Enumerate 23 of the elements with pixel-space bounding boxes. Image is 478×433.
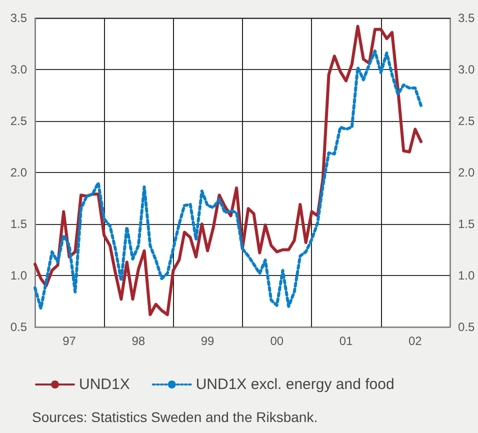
legend-label: UND1X excl. energy and food xyxy=(196,376,394,393)
x-tick-label: 98 xyxy=(132,334,146,348)
y2-tick-label: 2.0 xyxy=(458,166,476,180)
y-tick-label: 1.0 xyxy=(10,268,28,282)
y-tick-label: 2.0 xyxy=(10,166,28,180)
x-tick-label: 00 xyxy=(270,334,284,348)
legend-label: UND1X xyxy=(79,376,130,393)
y2-tick-label: 1.5 xyxy=(458,217,476,231)
x-tick-label: 97 xyxy=(62,334,76,348)
y2-tick-label: 3.5 xyxy=(458,11,476,25)
y2-tick-label: 2.5 xyxy=(458,114,476,128)
y2-tick-label: 0.5 xyxy=(458,320,476,334)
y-tick-label: 1.5 xyxy=(10,217,28,231)
y-tick-label: 2.5 xyxy=(10,114,28,128)
x-tick-label: 01 xyxy=(339,334,354,348)
x-tick-label: 02 xyxy=(408,334,422,348)
source-note: Sources: Statistics Sweden and the Riksbank. xyxy=(32,409,318,425)
y2-tick-label: 1.0 xyxy=(458,268,476,282)
y-tick-label: 0.5 xyxy=(10,320,28,334)
y-tick-label: 3.0 xyxy=(10,62,28,76)
y2-tick-label: 3.0 xyxy=(458,62,476,76)
y-tick-label: 3.5 xyxy=(10,11,28,25)
x-tick-label: 99 xyxy=(200,334,215,348)
